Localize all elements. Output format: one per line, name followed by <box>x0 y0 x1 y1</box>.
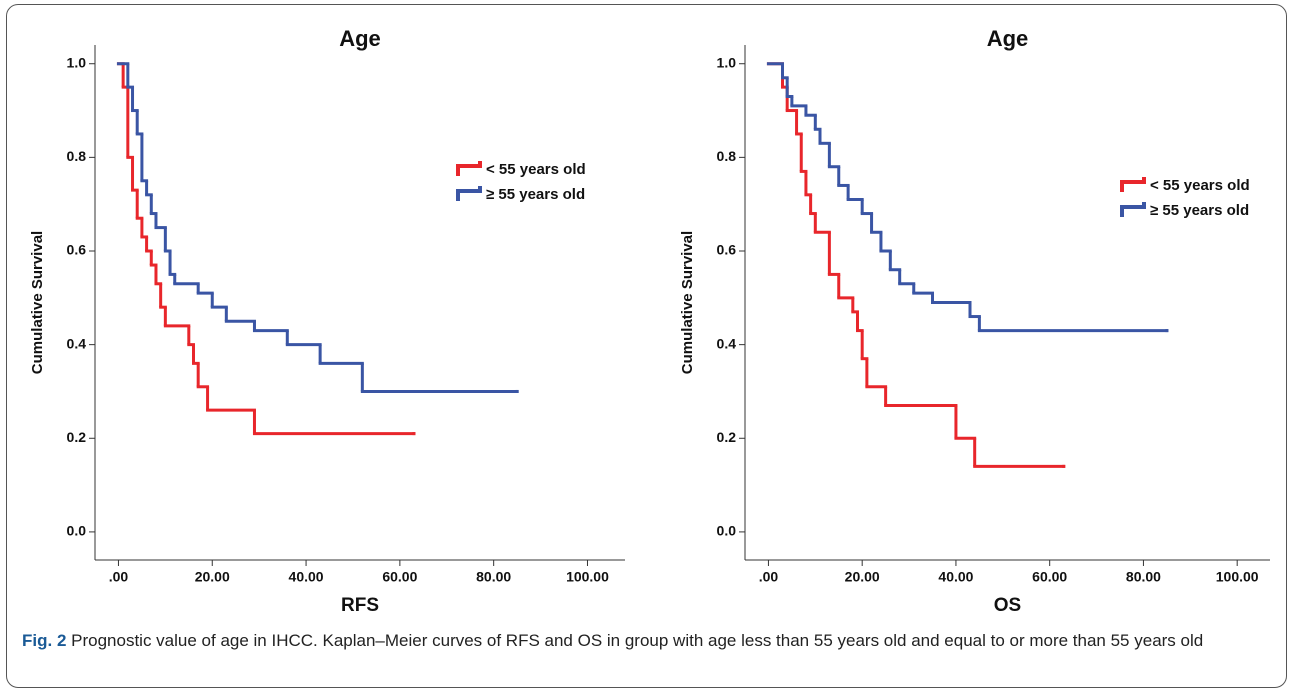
legend-swatch <box>1120 202 1146 217</box>
x-tick-label: 40.00 <box>289 569 324 585</box>
y-axis-label: Cumulative Survival <box>679 231 696 374</box>
y-tick-label: 1.0 <box>67 54 87 70</box>
x-tick-label: 40.00 <box>938 569 973 585</box>
x-tick-label: 20.00 <box>845 569 880 585</box>
charts: Age RFS Cumulative Survival 0.0 0.2 0.4 0.6 0.8… <box>29 26 1270 616</box>
caption-text: Prognostic value of age in IHCC. Kaplan–… <box>71 631 1204 650</box>
y-axis-label: Cumulative Survival <box>29 231 46 374</box>
y-tick-label: 0.0 <box>717 523 737 539</box>
x-axis-label: RFS <box>341 595 379 616</box>
y-tick-label: 0.8 <box>67 148 87 164</box>
y-tick-label: 0.6 <box>67 242 87 258</box>
legend-swatch <box>456 186 482 201</box>
y-tick-label: 0.0 <box>67 523 87 539</box>
legend-label: ≥ 55 years old <box>486 186 585 203</box>
x-tick-label: 100.00 <box>566 569 609 585</box>
y-tick-label: 0.8 <box>717 148 737 164</box>
y-tick-label: 0.2 <box>717 429 737 445</box>
chart-title: Age <box>339 26 381 51</box>
legend-label: < 55 years old <box>486 161 586 178</box>
x-tick-label: 20.00 <box>195 569 230 585</box>
x-tick-label: 80.00 <box>1126 569 1161 585</box>
caption-label: Fig. 2 <box>22 631 67 650</box>
y-tick-label: 0.2 <box>67 429 87 445</box>
caption: Fig. 2 Prognostic value of age in IHCC. … <box>22 626 1272 656</box>
x-tick-label: 60.00 <box>382 569 417 585</box>
x-axis-label: OS <box>994 595 1021 616</box>
y-tick-label: 0.6 <box>717 242 737 258</box>
x-tick-label: 60.00 <box>1032 569 1067 585</box>
x-tick-label: 100.00 <box>1216 569 1259 585</box>
x-tick-label: .00 <box>759 569 779 585</box>
legend-label: < 55 years old <box>1150 177 1250 194</box>
y-tick-label: 0.4 <box>717 335 737 351</box>
legend-label: ≥ 55 years old <box>1150 202 1249 219</box>
x-tick-label: 80.00 <box>476 569 511 585</box>
legend-swatch <box>456 161 482 176</box>
legend-swatch <box>1120 177 1146 192</box>
chart-title: Age <box>987 26 1029 51</box>
y-tick-label: 1.0 <box>717 54 737 70</box>
figure-frame <box>6 4 1287 688</box>
y-tick-label: 0.4 <box>67 335 87 351</box>
x-tick-label: .00 <box>109 569 129 585</box>
